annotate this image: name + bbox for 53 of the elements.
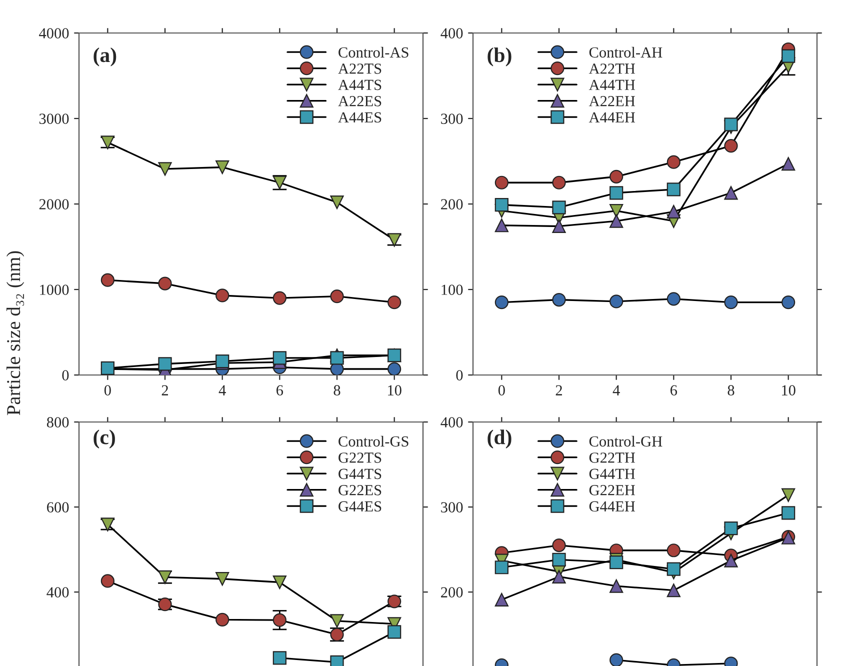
y-tick-label: 4000 [39, 28, 69, 38]
x-tick-label: 2 [556, 385, 562, 396]
x-tick-label: 6 [670, 385, 678, 396]
legend-label: G44TH [589, 468, 635, 480]
x-tick-label: 10 [782, 385, 796, 396]
legend-label: A22EH [588, 96, 635, 106]
y-tick-label: 0 [456, 370, 463, 380]
legend-label: Control-AS [338, 46, 408, 58]
y-tick-label: 400 [440, 28, 463, 38]
legend-label: G44ES [338, 501, 382, 512]
annotation: (b) [488, 47, 512, 66]
x-tick-label: 2 [162, 385, 168, 396]
legend-label: G22TH [589, 452, 635, 463]
legend-label: G44EH [589, 501, 635, 512]
annotation: (c) [94, 430, 115, 449]
y-tick-label: 600 [47, 502, 69, 512]
legend-label: G44TS [338, 468, 382, 480]
legend-label: A22TS [338, 64, 382, 74]
legend-label: A22ES [338, 96, 382, 106]
y-tick-label: 0 [62, 370, 69, 380]
x-tick-label: 10 [388, 385, 402, 396]
x-tick-label: 8 [728, 385, 734, 396]
legend-label: A44TH [588, 80, 635, 90]
legend-label: A44EH [588, 112, 635, 122]
legend-label: G22ES [338, 485, 382, 496]
x-tick-label: 6 [276, 385, 284, 396]
legend-label: Control-GH [589, 436, 662, 447]
legend-label: Control-AH [589, 46, 662, 58]
x-tick-label: 8 [334, 385, 340, 396]
y-tick-label: 200 [441, 199, 463, 210]
legend-label: Control-GS [338, 436, 408, 447]
annotation: (a) [94, 47, 116, 66]
y-tick-label: 300 [441, 502, 463, 512]
y-tick-label: 300 [441, 114, 463, 124]
y-tick-label: 400 [440, 417, 463, 428]
y-tick-label: 800 [46, 417, 69, 428]
x-tick-label: 4 [218, 385, 226, 396]
legend-label: G22EH [589, 485, 635, 496]
annotation: (d) [488, 430, 512, 449]
x-tick-label: 4 [612, 385, 620, 396]
y-tick-label: 3000 [39, 114, 69, 124]
y-tick-label: 100 [442, 284, 463, 295]
legend-label: A44ES [338, 112, 382, 123]
x-tick-label: 0 [104, 385, 111, 396]
y-tick-label: 400 [46, 587, 69, 598]
legend-label: G22TS [338, 452, 382, 463]
y-tick-label: 1000 [40, 284, 69, 295]
legend-label: A22TH [588, 64, 635, 74]
y-tick-label: 2000 [39, 199, 69, 210]
y-tick-label: 200 [441, 587, 463, 598]
x-tick-label: 0 [498, 385, 505, 396]
y-axis-title: Particle size d₃₂ (nm) [6, 251, 24, 416]
legend-label: A44TS [338, 80, 382, 90]
